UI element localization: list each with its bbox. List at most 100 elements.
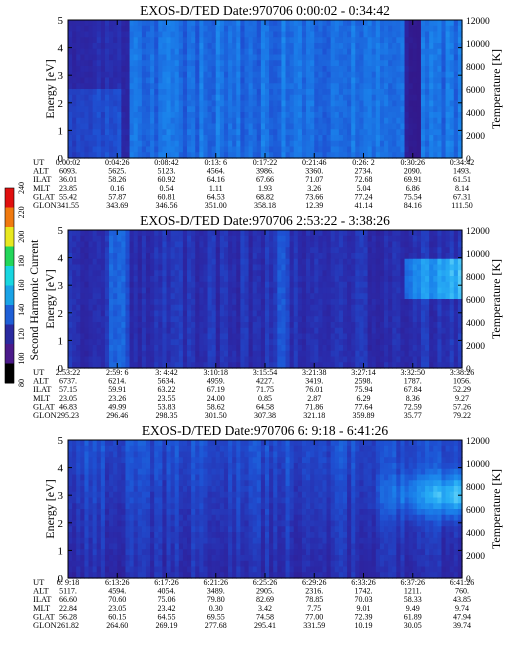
spectrogram-cell — [224, 66, 229, 72]
spectrogram-cell — [113, 305, 118, 311]
spectrogram-cell — [240, 357, 245, 363]
spectrogram-cell — [109, 135, 114, 141]
spectrogram-cell — [224, 316, 229, 322]
spectrogram-cell — [269, 106, 274, 112]
spectrogram-cell — [327, 230, 332, 236]
spectrogram-cell — [130, 230, 135, 236]
spectrogram-cell — [187, 83, 192, 89]
spectrogram-cell — [318, 265, 323, 271]
spectrogram-cell — [216, 328, 221, 334]
spectrogram-cell — [93, 549, 98, 555]
spectrogram-cell — [335, 89, 340, 95]
spectrogram-cell — [130, 124, 135, 130]
spectrogram-cell — [101, 26, 106, 32]
spectrogram-cell — [150, 328, 155, 334]
spectrogram-cell — [273, 316, 278, 322]
spectrogram-cell — [208, 253, 213, 259]
spectrogram-cell — [101, 253, 106, 259]
spectrogram-cell — [208, 26, 213, 32]
spectrogram-cell — [277, 322, 282, 328]
spectrogram-cell — [355, 101, 360, 107]
spectrogram-cell — [380, 49, 385, 55]
spectrogram-cell — [236, 60, 241, 66]
spectrogram-cell — [446, 311, 451, 317]
spectrogram-cell — [199, 72, 204, 78]
spectrogram-cell — [183, 357, 188, 363]
spectrogram-cell — [105, 345, 110, 351]
spectrogram-cell — [216, 357, 221, 363]
spectrogram-cell — [162, 43, 167, 49]
spectrogram-cell — [109, 32, 114, 38]
spectrogram-cell — [384, 299, 389, 305]
spectrogram-cell — [249, 49, 254, 55]
spectrogram-cell — [125, 259, 130, 265]
spectrogram-cell — [302, 253, 307, 259]
spectrogram-cell — [298, 247, 303, 253]
spectrogram-cell — [216, 339, 221, 345]
spectrogram-cell — [203, 322, 208, 328]
spectrogram-cell — [105, 288, 110, 294]
spectrogram-cell — [318, 37, 323, 43]
spectrogram-cell — [384, 253, 389, 259]
spectrogram-cell — [265, 106, 270, 112]
spectrogram-cell — [154, 37, 159, 43]
spectrogram-cell — [150, 141, 155, 147]
spectrogram-cell — [421, 293, 426, 299]
spectrogram-cell — [162, 282, 167, 288]
spectrogram-cell — [347, 78, 352, 84]
spectrogram-cell — [84, 135, 89, 141]
spectrogram-cell — [290, 351, 295, 357]
spectrogram-cell — [400, 247, 405, 253]
spectrogram-cell — [450, 43, 455, 49]
spectrogram-cell — [187, 95, 192, 101]
spectrogram-cell — [236, 124, 241, 130]
spectrogram-cell — [93, 124, 98, 130]
spectrogram-cell — [72, 452, 77, 458]
spectrogram-cell — [175, 316, 180, 322]
spectrogram-cell — [179, 293, 184, 299]
spectrogram-cell — [294, 270, 299, 276]
spectrogram-cell — [351, 230, 356, 236]
spectrogram-cell — [121, 83, 126, 89]
spectrogram-cell — [437, 265, 442, 271]
spectrogram-cell — [335, 345, 340, 351]
spectrogram-cell — [150, 95, 155, 101]
spectrogram-cell — [327, 351, 332, 357]
spectrogram-cell — [167, 265, 172, 271]
spectrogram-cell — [142, 124, 147, 130]
spectrogram-cell — [253, 311, 258, 317]
spectrogram-cell — [228, 270, 233, 276]
spectrogram-cell — [302, 101, 307, 107]
spectrogram-cell — [244, 72, 249, 78]
spectrogram-cell — [72, 236, 77, 242]
spectrogram-cell — [179, 37, 184, 43]
spectrogram-cell — [232, 345, 237, 351]
spectrogram-cell — [203, 316, 208, 322]
spectrogram-cell — [93, 43, 98, 49]
spectrogram-cell — [171, 253, 176, 259]
chart-panel-3: EXOS-D/TED Date:970706 6: 9:18 - 6:41:26… — [33, 423, 503, 630]
spectrogram-cell — [433, 247, 438, 253]
spectrogram-cell — [409, 37, 414, 43]
spectrogram-cell — [277, 276, 282, 282]
spectrogram-cell — [138, 43, 143, 49]
spectrogram-cell — [327, 345, 332, 351]
spectrogram-cell — [433, 253, 438, 259]
spectrogram-cell — [220, 288, 225, 294]
spectrogram-cell — [167, 276, 172, 282]
spectrogram-cell — [134, 89, 139, 95]
spectrogram-cell — [97, 20, 102, 26]
spectrogram-cell — [84, 469, 89, 475]
spectrogram-cell — [240, 26, 245, 32]
spectrogram-cell — [220, 49, 225, 55]
spectrogram-cell — [281, 95, 286, 101]
spectrogram-cell — [162, 305, 167, 311]
spectrogram-cell — [191, 95, 196, 101]
spectrogram-cell — [376, 230, 381, 236]
spectrogram-cell — [314, 95, 319, 101]
spectrogram-cell — [409, 112, 414, 118]
spectrogram-cell — [228, 253, 233, 259]
spectrogram-cell — [84, 463, 89, 469]
spectrogram-cell — [203, 299, 208, 305]
spectrogram-cell — [232, 276, 237, 282]
